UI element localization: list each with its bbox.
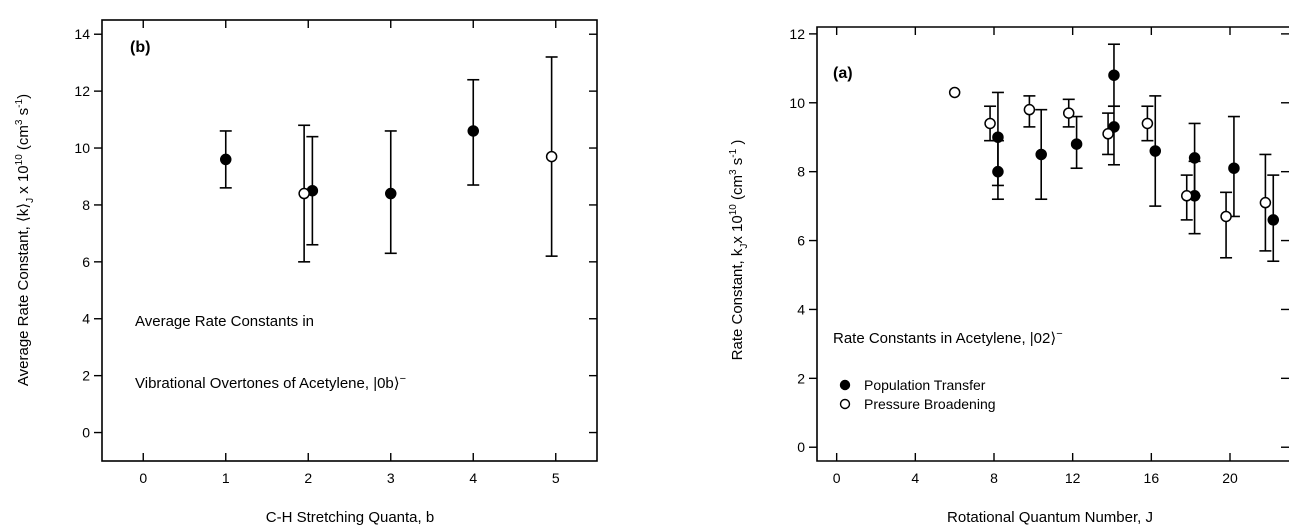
y-axis-title-b-units-exp1: 3: [14, 119, 25, 125]
open-marker-b: [298, 187, 310, 200]
open-marker-a: [1062, 107, 1075, 119]
y-tick-label-a: 4: [797, 301, 805, 317]
y-axis-title-b-main: Average Rate Constant, ⟨k⟩: [15, 203, 32, 386]
x-tick-label-b: 5: [552, 470, 560, 486]
open-marker-a: [948, 86, 961, 99]
y-tick-label-a: 8: [797, 164, 805, 180]
y-tick-label-b: 10: [74, 140, 90, 156]
y-tick-label-a: 10: [789, 95, 805, 111]
y-axis-title-a-sub: J: [739, 244, 750, 249]
filled-marker-a: [992, 165, 1004, 178]
filled-marker-a: [1035, 148, 1047, 161]
filled-marker-a: [1267, 214, 1280, 226]
annotation-a: Rate Constants in Acetylene, |02⟩−: [833, 328, 1063, 347]
y-axis-title-a-units: (cm: [729, 175, 746, 204]
filled-marker-a: [1070, 138, 1083, 150]
y-axis-title-b-units: (cm: [15, 125, 32, 154]
filled-marker-a: [1149, 145, 1162, 157]
y-tick-label-a: 0: [797, 439, 805, 455]
open-marker-a: [1259, 196, 1272, 209]
y-axis-title-b-units-exp2: -1: [14, 98, 25, 107]
annotation-b-superscript: −: [400, 373, 406, 385]
plot-frame-b: [101, 19, 598, 462]
y-axis-title-a-units-exp2: -1: [728, 148, 739, 157]
open-marker-a: [1180, 190, 1193, 202]
x-tick-label-a: 4: [911, 470, 919, 486]
data-marks-b: [219, 56, 558, 263]
y-axis-title-a-units-close: ): [729, 140, 746, 149]
x-axis-ticks-a: 0 4 8 12 16 20: [833, 27, 1238, 486]
legend-label-pressure-broadening: Pressure Broadening: [864, 396, 996, 412]
y-axis-title-b: Average Rate Constant, ⟨k⟩J x 1010 (cm3 …: [14, 94, 36, 386]
y-axis-title-a-units-exp1: 3: [728, 169, 739, 175]
panel-label-b: (b): [130, 39, 150, 56]
x-axis-title-a: Rotational Quantum Number, J: [947, 509, 1153, 526]
filled-marker-b: [467, 125, 479, 137]
y-axis-title-b-sub: J: [25, 198, 36, 203]
panel-label-a: (a): [833, 65, 853, 82]
y-tick-label-a: 12: [789, 26, 805, 42]
filled-marker-b: [220, 153, 232, 166]
annotation-b-line1: Average Rate Constants in: [135, 313, 314, 330]
legend-marker-population-transfer: [839, 379, 851, 391]
x-axis-ticks-b: 0 1 2 3 4 5: [139, 20, 560, 486]
y-axis-ticks-b: 0 2 4 6 8 10 12 14: [74, 26, 597, 441]
annotation-b-line2: Vibrational Overtones of Acetylene, |0b⟩…: [135, 373, 406, 392]
y-tick-label-b: 6: [82, 254, 90, 270]
y-tick-label-b: 14: [74, 26, 90, 42]
y-tick-label-b: 12: [74, 83, 90, 99]
legend-marker-pressure-broadening: [839, 398, 851, 410]
open-marker-a: [1141, 117, 1154, 130]
data-marks-a: [948, 43, 1280, 263]
y-tick-label-b: 0: [82, 425, 90, 441]
y-tick-label-b: 4: [82, 311, 90, 327]
x-tick-label-a: 0: [833, 470, 841, 486]
chart-panel-a: 0 4 8 12 16 20 0 2 4 6 8 10 12 (a) Rate Constants i…: [728, 26, 1289, 526]
y-axis-title-a: Rate Constant, kJx 1010 (cm3 s-1 ): [728, 140, 750, 361]
open-marker-a: [1023, 103, 1036, 116]
x-tick-label-a: 12: [1065, 470, 1081, 486]
filled-marker-a: [1108, 69, 1120, 81]
x-tick-label-a: 20: [1222, 470, 1238, 486]
open-marker-b: [545, 150, 558, 163]
annotation-b-line2-text: Vibrational Overtones of Acetylene, |0b⟩: [135, 375, 400, 392]
y-axis-title-b-mult: x 10: [15, 165, 32, 198]
filled-marker-a: [1228, 162, 1240, 174]
y-tick-label-a: 2: [797, 370, 805, 386]
plot-frame-a: [816, 26, 1289, 462]
filled-marker-b: [385, 187, 397, 200]
y-tick-label-b: 2: [82, 368, 90, 384]
y-axis-title-a-mult: x 10: [729, 215, 746, 243]
x-tick-label-b: 2: [304, 470, 312, 486]
y-axis-title-b-exp: 10: [14, 154, 25, 166]
y-tick-label-b: 8: [82, 197, 90, 213]
y-axis-ticks-a: 0 2 4 6 8 10 12: [789, 26, 1289, 455]
y-axis-title-b-units-close: ): [15, 94, 32, 99]
x-axis-title-b: C-H Stretching Quanta, b: [266, 509, 434, 526]
y-tick-label-a: 6: [797, 233, 805, 249]
legend-label-population-transfer: Population Transfer: [864, 377, 986, 393]
x-tick-label-b: 3: [387, 470, 395, 486]
y-axis-title-a-main: Rate Constant, k: [729, 248, 746, 360]
open-marker-a: [1220, 210, 1232, 223]
x-tick-label-a: 16: [1144, 470, 1160, 486]
x-tick-label-a: 8: [990, 470, 998, 486]
y-axis-title-a-units-s: s: [729, 158, 746, 170]
annotation-a-text: Rate Constants in Acetylene, |02⟩: [833, 330, 1056, 347]
y-axis-title-a-exp: 10: [728, 204, 739, 216]
x-tick-label-b: 4: [469, 470, 477, 486]
open-marker-a: [984, 117, 996, 130]
legend-a: Population Transfer Pressure Broadening: [839, 377, 996, 412]
y-axis-title-b-units-s: s: [15, 108, 32, 120]
x-tick-label-b: 1: [222, 470, 230, 486]
x-tick-label-b: 0: [139, 470, 147, 486]
annotation-a-superscript: −: [1056, 328, 1062, 340]
open-marker-a: [1102, 128, 1114, 140]
